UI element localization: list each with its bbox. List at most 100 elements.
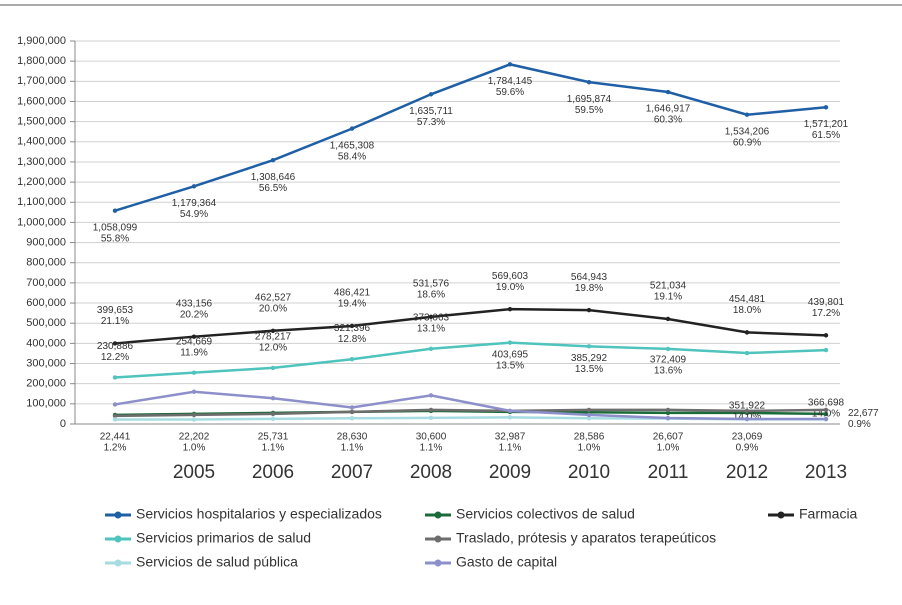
y-tick-label: 200,000 (26, 378, 66, 390)
point (270, 365, 276, 371)
value-label: 372,409 (650, 355, 687, 366)
share-label: 58.4% (338, 151, 366, 162)
point (349, 409, 355, 415)
value-label: 321,396 (334, 323, 371, 334)
value-label: 254,669 (176, 336, 213, 347)
point (428, 407, 434, 413)
value-label: 22,677 (848, 408, 879, 419)
point (507, 408, 513, 414)
value-label: 454,481 (729, 294, 766, 305)
share-label: 59.6% (496, 87, 524, 98)
value-label: 1,635,711 (409, 106, 453, 117)
share-label: 13.5% (496, 360, 524, 371)
point (270, 411, 276, 417)
point (586, 412, 592, 418)
point (191, 370, 197, 375)
x-tick-label: 2012 (726, 462, 768, 483)
series-line (114, 63, 827, 212)
share-label: 60.9% (733, 137, 761, 148)
x-tick-label: 2008 (410, 462, 452, 483)
y-tick-label: 300,000 (26, 357, 66, 369)
share-label: 1.1% (420, 443, 443, 454)
point (112, 208, 118, 213)
value-label: 403,695 (492, 349, 529, 360)
legend-marker (434, 511, 442, 519)
x-tick-label: 2009 (489, 462, 531, 483)
series-line (114, 408, 827, 418)
share-label: 60.3% (654, 115, 682, 126)
share-label: 19.4% (338, 299, 366, 310)
x-tick-label: 2005 (173, 462, 215, 483)
legend-label: Servicios colectivos de salud (456, 506, 635, 522)
x-tick-label: 2013 (805, 462, 847, 483)
point (349, 405, 355, 410)
point (823, 333, 829, 338)
value-label: 22,441 (100, 432, 131, 443)
value-label: 28,586 (574, 432, 605, 443)
point (665, 415, 671, 421)
value-label: 32,987 (495, 432, 526, 443)
legend-marker (777, 511, 785, 519)
value-label: 351,922 (729, 401, 766, 412)
share-label: 18.0% (733, 305, 761, 316)
value-label: 399,653 (97, 305, 134, 316)
legend-label: Gasto de capital (456, 554, 557, 570)
point (428, 415, 434, 421)
share-label: 57.3% (417, 117, 445, 128)
value-label: 1,695,874 (567, 94, 612, 105)
share-label: 1.0% (183, 443, 206, 454)
point (270, 416, 276, 422)
value-label: 25,731 (258, 432, 289, 443)
value-label: 30,600 (416, 432, 447, 443)
point (191, 389, 197, 394)
value-label: 23,069 (732, 432, 763, 443)
share-label: 14.0% (812, 409, 840, 420)
series-line (114, 307, 827, 345)
value-label: 521,034 (650, 281, 687, 292)
point (349, 323, 355, 329)
value-label: 26,607 (653, 432, 684, 443)
y-tick-label: 1,200,000 (17, 176, 66, 188)
value-label: 462,527 (255, 292, 292, 303)
point (823, 347, 829, 353)
value-label: 433,156 (176, 298, 213, 309)
value-label: 1,465,308 (330, 140, 375, 151)
y-tick-label: 1,100,000 (17, 196, 66, 208)
point (112, 413, 118, 419)
share-label: 20.2% (180, 309, 208, 320)
share-label: 18.6% (417, 289, 445, 300)
share-label: 1.1% (499, 443, 522, 454)
share-label: 56.5% (259, 183, 287, 194)
point (191, 334, 197, 339)
value-label: 564,943 (571, 272, 608, 283)
legend-label: Farmacia (799, 506, 858, 522)
value-label: 1,308,646 (251, 172, 296, 183)
legend-label: Servicios de salud pública (136, 554, 298, 570)
share-label: 55.8% (101, 233, 129, 244)
y-tick-label: 1,400,000 (17, 136, 66, 148)
point (665, 346, 671, 352)
value-label: 385,292 (571, 353, 608, 364)
share-label: 12.2% (101, 352, 129, 363)
point (112, 341, 118, 346)
share-label: 59.5% (575, 105, 603, 116)
y-tick-label: 600,000 (26, 297, 66, 309)
point (349, 357, 355, 362)
legend-marker (114, 511, 122, 519)
value-label: 1,571,201 (804, 119, 849, 130)
point (744, 416, 750, 422)
y-tick-label: 1,800,000 (17, 55, 66, 67)
share-label: 1.0% (657, 443, 680, 454)
series-line (114, 341, 827, 379)
share-label: 54.9% (180, 209, 208, 220)
value-label: 278,217 (255, 332, 292, 343)
point (586, 307, 592, 313)
y-tick-label: 800,000 (26, 257, 66, 269)
share-label: 17.2% (812, 308, 840, 319)
y-tick-label: 400,000 (26, 337, 66, 349)
point (112, 375, 118, 380)
point (665, 89, 671, 95)
share-label: 0.9% (848, 419, 871, 430)
y-tick-label: 1,000,000 (17, 216, 66, 228)
share-label: 1.1% (262, 443, 285, 454)
